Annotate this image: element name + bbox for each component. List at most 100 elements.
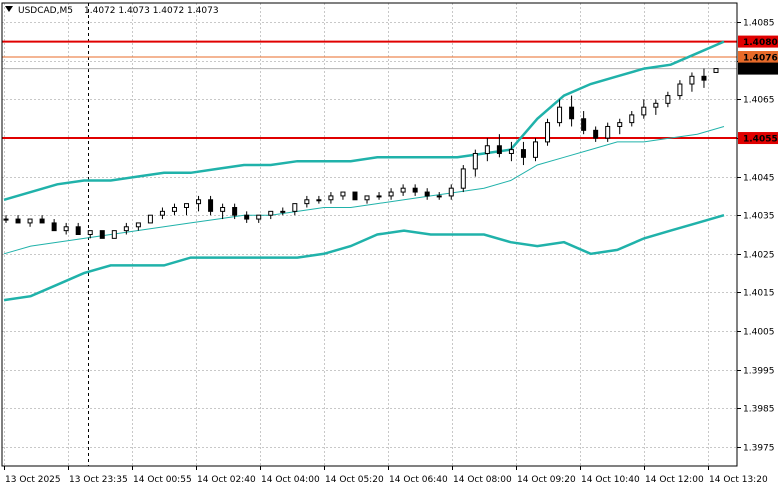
- candle-body: [232, 206, 238, 216]
- candle: [557, 99, 563, 127]
- candle-body: [99, 230, 105, 239]
- candle: [220, 203, 226, 220]
- candle: [340, 191, 346, 200]
- candle: [208, 195, 214, 216]
- candle-body: [593, 129, 599, 139]
- candle: [99, 230, 105, 239]
- price-level-badge-label: 1.4080: [743, 38, 778, 48]
- candle: [268, 210, 274, 220]
- candle-body: [63, 226, 69, 232]
- price-level-badge-label: 1.4076: [743, 54, 778, 64]
- y-tick-label: 1.4015: [743, 289, 775, 299]
- candle-body: [376, 195, 382, 198]
- candle: [424, 188, 430, 200]
- candle: [244, 211, 250, 223]
- candle: [376, 192, 382, 200]
- candle-body: [171, 206, 177, 212]
- candle: [328, 192, 334, 204]
- price-level-badge: [738, 35, 778, 48]
- candle: [448, 184, 454, 200]
- candle: [352, 191, 358, 201]
- candle: [400, 184, 406, 196]
- y-tick-label: 1.4085: [743, 19, 775, 29]
- candle-body: [569, 106, 575, 120]
- y-tick-label: 1.4035: [743, 212, 775, 222]
- candle-body: [184, 203, 190, 208]
- candle: [51, 219, 57, 232]
- current-price-badge: [738, 62, 778, 75]
- candle: [292, 203, 298, 216]
- candle-body: [292, 203, 298, 212]
- candle-body: [208, 199, 214, 212]
- horizontal-levels: [2, 40, 737, 140]
- candle-body: [352, 191, 358, 201]
- candle: [3, 215, 9, 223]
- candle: [256, 214, 262, 223]
- candle: [316, 195, 322, 204]
- x-tick-label: 14 Oct 13:20: [709, 475, 768, 485]
- y-tick-label: 1.4005: [743, 328, 775, 338]
- candle-body: [701, 75, 707, 81]
- candle-body: [147, 214, 153, 224]
- y-tick-label: 1.3985: [743, 405, 775, 415]
- candle: [472, 149, 478, 177]
- candle-body: [388, 191, 394, 197]
- candle-body: [316, 199, 322, 202]
- candle-body: [713, 68, 719, 73]
- candle: [677, 80, 683, 100]
- price-level-badge-label: 1.4055: [743, 135, 778, 145]
- candle-body: [39, 218, 45, 224]
- y-tick-label: 1.4025: [743, 251, 775, 261]
- x-tick-label: 14 Oct 12:00: [645, 475, 704, 485]
- candle: [484, 138, 490, 162]
- price-level-badge: [738, 132, 778, 145]
- candle-body: [51, 222, 57, 232]
- candle: [689, 72, 695, 92]
- x-tick-label: 14 Oct 10:40: [581, 475, 640, 485]
- candle: [496, 134, 502, 158]
- candle-body: [111, 230, 117, 239]
- candle-body: [520, 149, 526, 158]
- x-tick-label: 14 Oct 08:00: [453, 475, 512, 485]
- candle: [87, 230, 93, 239]
- candle: [593, 126, 599, 142]
- bollinger-middle-line: [3, 126, 725, 255]
- candle-body: [159, 210, 165, 216]
- candle-body: [677, 83, 683, 97]
- candle: [364, 195, 370, 204]
- candle-body: [641, 106, 647, 116]
- candle: [605, 122, 611, 142]
- candle: [123, 222, 129, 235]
- bollinger-upper-line: [3, 40, 725, 202]
- candle: [460, 165, 466, 193]
- x-tick-label: 14 Oct 09:20: [517, 475, 576, 485]
- candle-body: [665, 95, 671, 104]
- candle-body: [244, 214, 250, 220]
- dropdown-triangle-icon[interactable]: [5, 6, 13, 12]
- plot-frame: [1, 2, 738, 467]
- candle: [15, 215, 21, 224]
- candle: [63, 222, 69, 235]
- candle-body: [508, 149, 514, 154]
- candle-body: [340, 191, 346, 197]
- x-tick-label: 14 Oct 05:20: [325, 475, 384, 485]
- candle: [713, 68, 719, 73]
- y-tick-label: 1.4065: [743, 96, 775, 106]
- candle: [147, 214, 153, 224]
- candle-body: [605, 125, 611, 139]
- candle: [111, 230, 117, 239]
- candle-body: [629, 114, 635, 124]
- candle-body: [196, 199, 202, 205]
- candle: [436, 192, 442, 200]
- candle-body: [557, 106, 563, 124]
- candle-body: [15, 218, 21, 224]
- y-tick-label: 1.3995: [743, 367, 775, 377]
- candle: [232, 203, 238, 220]
- candle-body: [75, 226, 81, 236]
- candle: [617, 118, 623, 135]
- x-tick-label: 14 Oct 00:55: [133, 475, 192, 485]
- candle-body: [27, 218, 33, 224]
- candle-body: [653, 102, 659, 108]
- price-level-badge: [738, 51, 778, 64]
